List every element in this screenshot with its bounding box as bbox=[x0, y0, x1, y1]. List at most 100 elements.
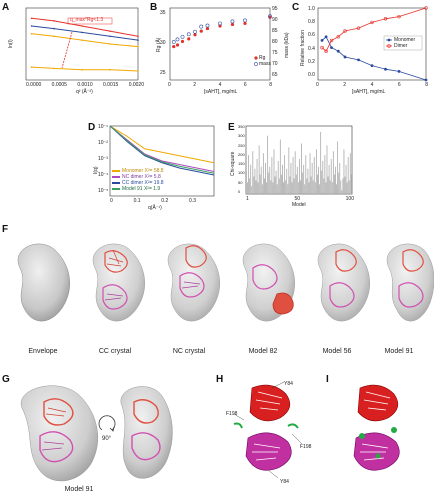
chart-a-point bbox=[109, 43, 111, 45]
chart-c-dimer-point bbox=[424, 6, 428, 10]
envelope-shape bbox=[17, 243, 70, 322]
chart-c-ytick: 0.6 bbox=[308, 32, 315, 39]
chart-e-bar bbox=[285, 180, 287, 194]
chart-d-ytick: 10⁻¹ bbox=[98, 124, 108, 130]
chart-e-bar bbox=[346, 182, 348, 194]
chart-e-bar bbox=[269, 166, 271, 194]
panel-h-label-y84-bottom: Y84 bbox=[280, 479, 289, 485]
chart-e-bar bbox=[311, 162, 313, 194]
chart-e-bar bbox=[299, 159, 300, 194]
chart-c-legend-monomer: Monomer bbox=[394, 37, 416, 43]
chart-e-ylabel: Chi-square bbox=[230, 151, 236, 176]
chart-b-rg-point bbox=[175, 43, 180, 47]
chart-e-bar bbox=[252, 151, 254, 194]
chart-e-bar bbox=[324, 155, 326, 194]
chart-e-bar bbox=[267, 135, 269, 194]
chart-e-bar bbox=[304, 184, 306, 194]
panel-letter-a: A bbox=[2, 2, 10, 13]
chart-b-mass-point bbox=[193, 29, 197, 34]
chart-e-bar bbox=[283, 182, 284, 194]
chart-b-rg-point bbox=[205, 26, 210, 31]
chart-e-bar bbox=[340, 180, 342, 194]
chart-a-point bbox=[81, 31, 83, 34]
chart-a-point bbox=[30, 17, 33, 20]
chart-e-bar bbox=[328, 164, 330, 194]
chart-e-bar bbox=[268, 172, 270, 194]
chart-e-bar bbox=[301, 143, 302, 194]
caption-model-91: Model 91 bbox=[384, 348, 414, 355]
model-56 bbox=[317, 243, 370, 322]
chart-c-monomer-point bbox=[343, 55, 347, 59]
chart-b-ytick: 25 bbox=[160, 70, 166, 76]
chart-e-ytick: 100 bbox=[238, 170, 245, 176]
chart-e-bar bbox=[248, 155, 249, 194]
chart-b-ytick-right: 65 bbox=[272, 72, 278, 78]
chart-d-legend-cc: CC dimer Χ²= 19.8 bbox=[112, 180, 178, 186]
chart-e-bar bbox=[319, 184, 320, 194]
chart-c-monomer-point bbox=[384, 67, 387, 71]
chart-e-bar bbox=[295, 174, 297, 194]
chart-e-bar bbox=[296, 166, 298, 194]
chart-a-point bbox=[30, 25, 33, 27]
chart-e-bar bbox=[249, 178, 251, 194]
chart-b-mass-point bbox=[243, 18, 247, 23]
chart-c-monomer-point bbox=[320, 39, 324, 42]
chart-e-bar bbox=[279, 139, 281, 194]
chart-b-legend-mass: mass bbox=[259, 61, 271, 67]
chart-d-xlabel: q(Å⁻¹) bbox=[148, 205, 162, 211]
panel-letter-e: E bbox=[228, 122, 235, 133]
chart-a-point bbox=[137, 45, 139, 48]
chart-e-xtick: 100 bbox=[345, 196, 354, 202]
chart-e-bar bbox=[318, 166, 319, 194]
chart-e-xlabel: Model bbox=[292, 202, 306, 208]
chart-d-ytick: 10⁻³ bbox=[98, 156, 108, 162]
chart-c-dimer-point bbox=[320, 45, 324, 50]
chart-e-bar bbox=[303, 164, 305, 194]
chart-e-bar bbox=[317, 174, 318, 194]
chart-c-ytick: 0.0 bbox=[308, 71, 315, 78]
chart-d-xtick: 0 bbox=[110, 198, 113, 204]
chart-e-bar bbox=[273, 149, 275, 194]
chart-b-rg-point bbox=[243, 21, 247, 26]
chart-c-ylabel: Relative fraction bbox=[300, 30, 306, 66]
chart-c-xtick: 4 bbox=[370, 82, 374, 88]
chart-b-mass-point bbox=[186, 32, 191, 37]
chart-e-bar bbox=[257, 182, 259, 194]
chart-e-bar bbox=[289, 176, 291, 194]
caption-model-82: Model 82 bbox=[248, 348, 278, 355]
chart-d-legend-nc-label: NC dimer Χ²= 5.8 bbox=[122, 174, 161, 180]
chart-c-monomer-point bbox=[330, 46, 333, 49]
chart-e-bar bbox=[297, 182, 299, 194]
chart-b-rg-point bbox=[193, 33, 197, 37]
chart-c-monomer-point bbox=[357, 58, 360, 62]
chart-c-xtick: 2 bbox=[343, 82, 347, 88]
chart-e-bar bbox=[306, 178, 308, 194]
chart-e-bar bbox=[266, 182, 267, 194]
chart-b-yticks-left: 35 30 25 bbox=[160, 10, 166, 76]
chart-a-annotation: q_max*Rg<1.3 bbox=[70, 17, 104, 23]
caption-envelope: Envelope bbox=[28, 348, 58, 355]
chart-b-ytick-right: 85 bbox=[272, 28, 278, 34]
chart-e-bar bbox=[326, 145, 328, 194]
chart-e-bar bbox=[286, 168, 288, 194]
chart-b-ytick-right: 90 bbox=[272, 17, 278, 23]
chart-e-bar bbox=[344, 176, 346, 194]
chart-c-dimer-point bbox=[356, 26, 361, 30]
chart-d-legend: Monomer Χ²= 58.8 NC dimer Χ²= 5.8 CC dim… bbox=[112, 168, 178, 192]
chart-c-xtick: 6 bbox=[397, 82, 401, 88]
chart-b-mass-point bbox=[175, 37, 180, 42]
chart-c-monomer-point bbox=[424, 78, 428, 82]
chart-e-bar bbox=[323, 178, 325, 194]
chart-e-bar bbox=[341, 190, 343, 194]
chart-d-xticks: 0 0.1 0.2 0.3 bbox=[110, 198, 196, 204]
panel-letter-h: H bbox=[216, 374, 224, 385]
chart-c bbox=[317, 6, 428, 82]
chart-e-bar bbox=[265, 162, 266, 194]
chart-e-bar bbox=[325, 182, 327, 194]
chart-d-legend-monomer: Monomer Χ²= 58.8 bbox=[112, 168, 178, 174]
chart-e-bar bbox=[339, 162, 341, 194]
panel-letter-g: G bbox=[2, 374, 10, 385]
chart-b-rg-point bbox=[230, 22, 235, 27]
chart-c-dimer-point bbox=[329, 38, 334, 43]
chart-d-legend-monomer-label: Monomer Χ²= 58.8 bbox=[122, 168, 164, 174]
